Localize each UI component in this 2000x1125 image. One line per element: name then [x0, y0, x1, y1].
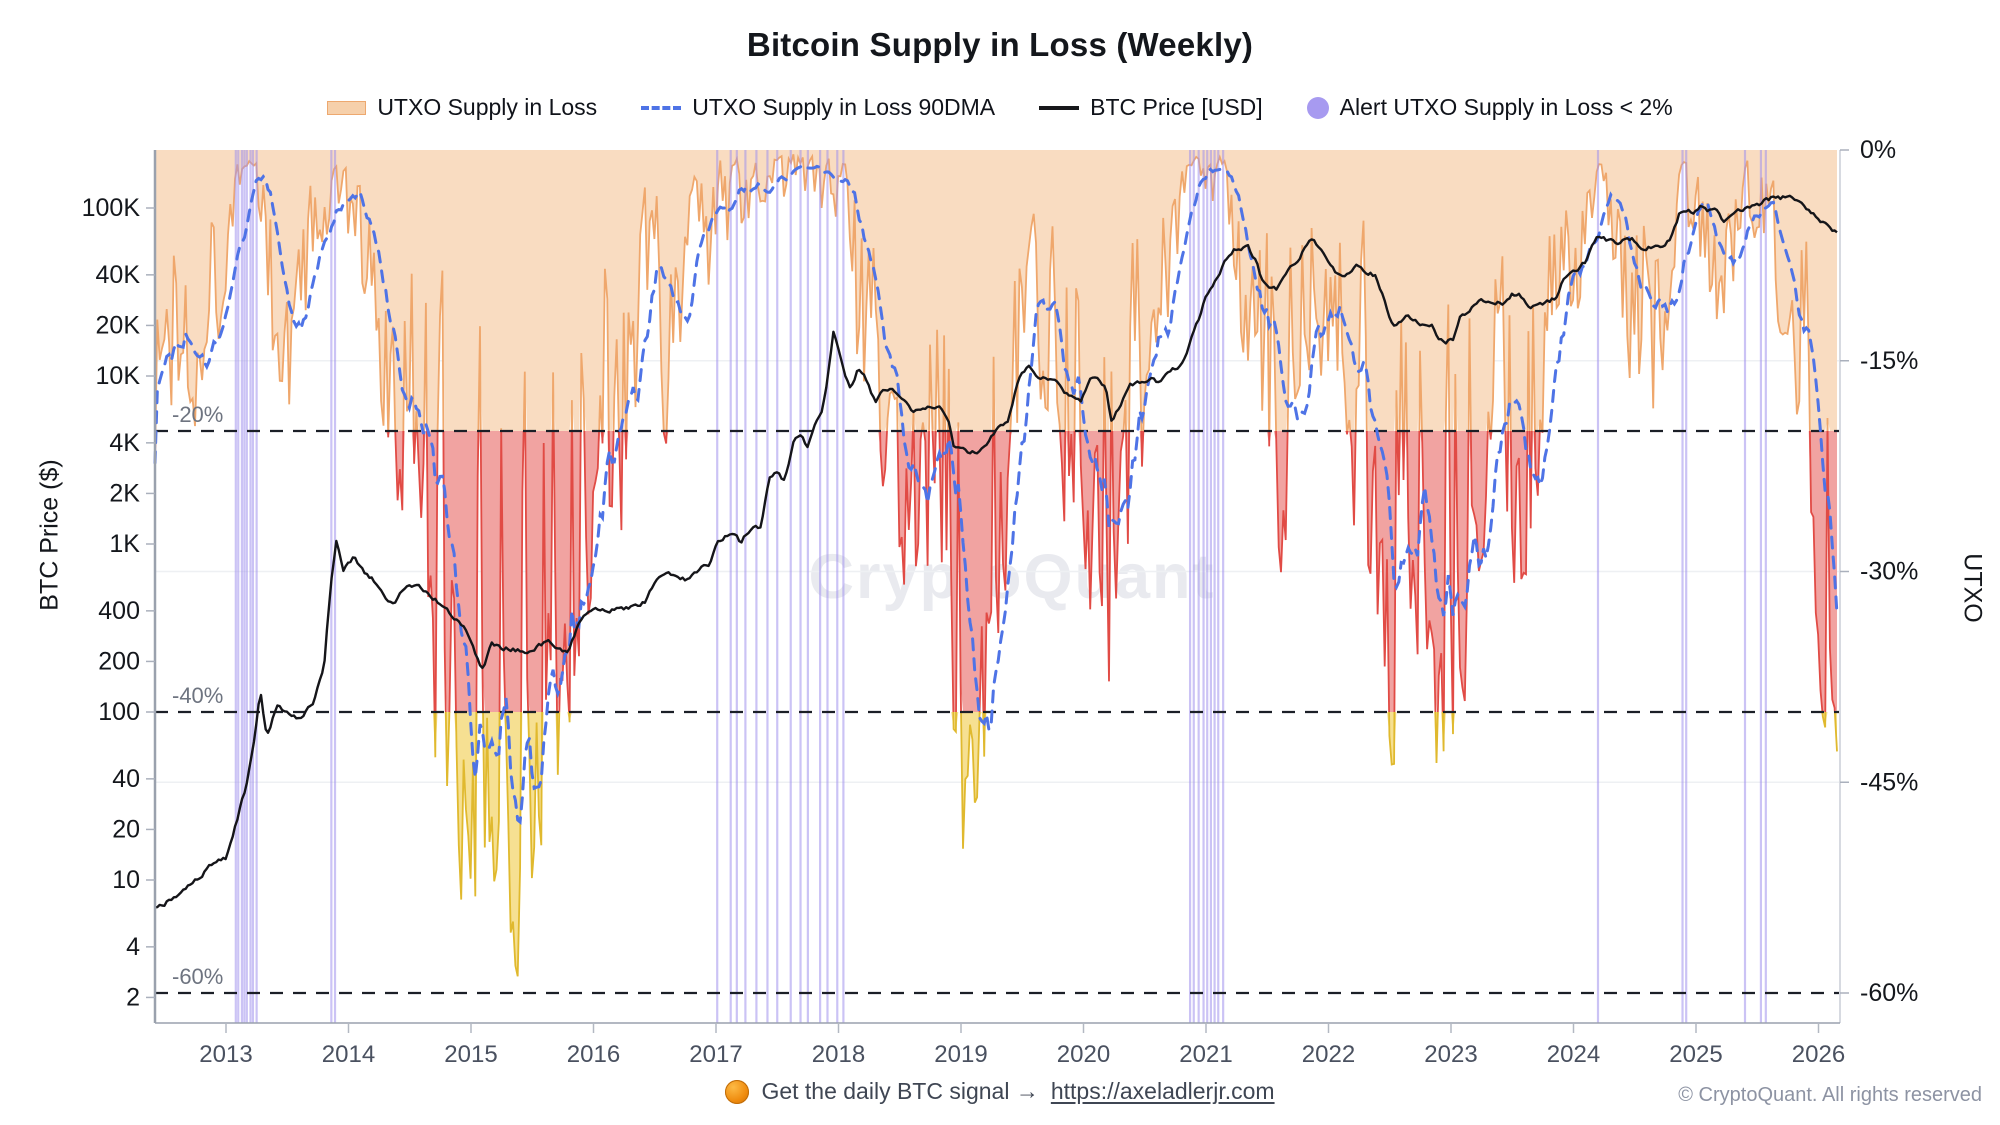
- supply-in-loss-line: [155, 431, 1836, 712]
- x-tick-label: 2020: [1057, 1041, 1110, 1068]
- btc-price-line: [154, 194, 1838, 909]
- footer-cta: Get the daily BTC signal → https://axela…: [0, 1078, 2000, 1105]
- y-tick-label: 20: [112, 815, 140, 843]
- legend-item-btc-price[interactable]: BTC Price [USD]: [1039, 94, 1263, 121]
- threshold-label: -60%: [172, 964, 223, 989]
- supply-in-loss-band: [155, 150, 1837, 431]
- y-tick-label: -30%: [1860, 558, 1918, 586]
- legend-label: Alert UTXO Supply in Loss < 2%: [1339, 94, 1673, 120]
- chart-legend: UTXO Supply in Loss UTXO Supply in Loss …: [0, 94, 2000, 121]
- x-tick-label: 2026: [1792, 1041, 1845, 1068]
- x-tick-label: 2021: [1179, 1041, 1232, 1068]
- legend-label: BTC Price [USD]: [1090, 94, 1263, 120]
- area-swatch-icon: [327, 100, 367, 115]
- x-tick-label: 2017: [689, 1041, 742, 1068]
- threshold-label: -40%: [172, 683, 223, 708]
- y-tick-label: 100K: [82, 194, 141, 222]
- legend-item-supply-in-loss[interactable]: UTXO Supply in Loss: [327, 94, 597, 121]
- legend-label: UTXO Supply in Loss 90DMA: [692, 94, 996, 120]
- cta-text: Get the daily BTC signal →: [761, 1078, 1039, 1104]
- x-tick-label: 2025: [1669, 1041, 1722, 1068]
- x-tick-label: 2013: [199, 1041, 252, 1068]
- y-tick-label: 40K: [96, 261, 141, 289]
- y-tick-label: 10: [112, 866, 140, 894]
- y-tick-label: 100: [98, 698, 140, 726]
- y-tick-label: 4K: [109, 429, 140, 457]
- x-tick-label: 2018: [812, 1041, 865, 1068]
- x-tick-label: 2024: [1547, 1041, 1600, 1068]
- x-tick-label: 2016: [567, 1041, 620, 1068]
- legend-item-90dma[interactable]: UTXO Supply in Loss 90DMA: [641, 94, 995, 121]
- copyright-text: © CryptoQuant. All rights reserved: [1678, 1084, 1982, 1106]
- legend-label: UTXO Supply in Loss: [377, 94, 598, 120]
- alert-dot-swatch-icon: [1306, 96, 1329, 119]
- y-tick-label: 4: [126, 933, 140, 961]
- y-tick-label: 2K: [109, 479, 140, 507]
- threshold-label: -20%: [172, 402, 223, 427]
- y-tick-label: 10K: [96, 362, 141, 390]
- y-tick-label: 40: [112, 765, 140, 793]
- x-tick-label: 2022: [1302, 1041, 1355, 1068]
- x-tick-label: 2015: [444, 1041, 497, 1068]
- y-tick-label: 400: [98, 597, 140, 625]
- legend-item-alert[interactable]: Alert UTXO Supply in Loss < 2%: [1306, 94, 1673, 121]
- solid-line-swatch-icon: [1039, 105, 1080, 110]
- y-tick-label: -45%: [1860, 768, 1918, 796]
- dashed-line-swatch-icon: [641, 105, 682, 110]
- supply-in-loss-line: [433, 712, 1838, 977]
- supply-in-loss-line: [155, 153, 1829, 431]
- y-tick-label: 200: [98, 647, 140, 675]
- btc-signal-icon: [725, 1079, 750, 1104]
- y-tick-label: -60%: [1860, 979, 1918, 1007]
- x-tick-label: 2023: [1424, 1041, 1477, 1068]
- y-tick-label: 1K: [109, 530, 140, 558]
- cta-link[interactable]: https://axeladlerjr.com: [1050, 1078, 1275, 1104]
- page-title: Bitcoin Supply in Loss (Weekly): [746, 26, 1254, 63]
- y-tick-label: 2: [126, 983, 140, 1011]
- supply-in-loss-band: [155, 712, 1837, 977]
- x-tick-label: 2019: [934, 1041, 987, 1068]
- x-tick-label: 2014: [322, 1041, 375, 1068]
- y-tick-label: 20K: [96, 311, 141, 339]
- y-tick-label: -15%: [1860, 347, 1918, 375]
- supply-90dma-line: [153, 162, 1839, 825]
- y-tick-label: 0%: [1860, 136, 1896, 164]
